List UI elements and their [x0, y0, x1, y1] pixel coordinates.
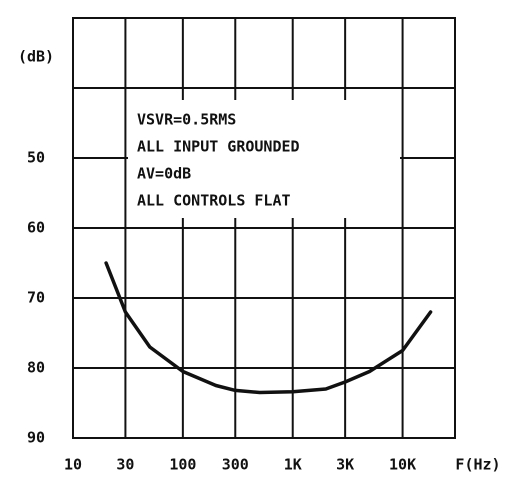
- x-tick-label: 1K: [284, 456, 302, 474]
- annotation: ALL CONTROLS FLAT: [137, 192, 291, 210]
- x-tick-label: 10K: [389, 456, 416, 474]
- plot-frame: [72, 17, 456, 439]
- curve: [104, 261, 433, 395]
- annotation: VSVR=0.5RMS: [137, 111, 236, 129]
- y-axis-label: (dB): [18, 48, 54, 66]
- annotation: AV=0dB: [137, 165, 191, 183]
- x-tick-label: 3K: [336, 456, 354, 474]
- y-tick-label: 60: [27, 219, 45, 237]
- y-tick-label: 70: [27, 289, 45, 307]
- x-axis-label: F(Hz): [455, 456, 500, 474]
- y-tick-label: 90: [27, 429, 45, 447]
- y-tick-label: 50: [27, 149, 45, 167]
- annotation: ALL INPUT GROUNDED: [137, 138, 300, 156]
- x-tick-label: 10: [64, 456, 82, 474]
- y-tick-label: 80: [27, 359, 45, 377]
- x-tick-label: 30: [116, 456, 134, 474]
- x-tick-label: 100: [169, 456, 196, 474]
- annotation-box: [128, 100, 400, 218]
- x-tick-label: 300: [222, 456, 249, 474]
